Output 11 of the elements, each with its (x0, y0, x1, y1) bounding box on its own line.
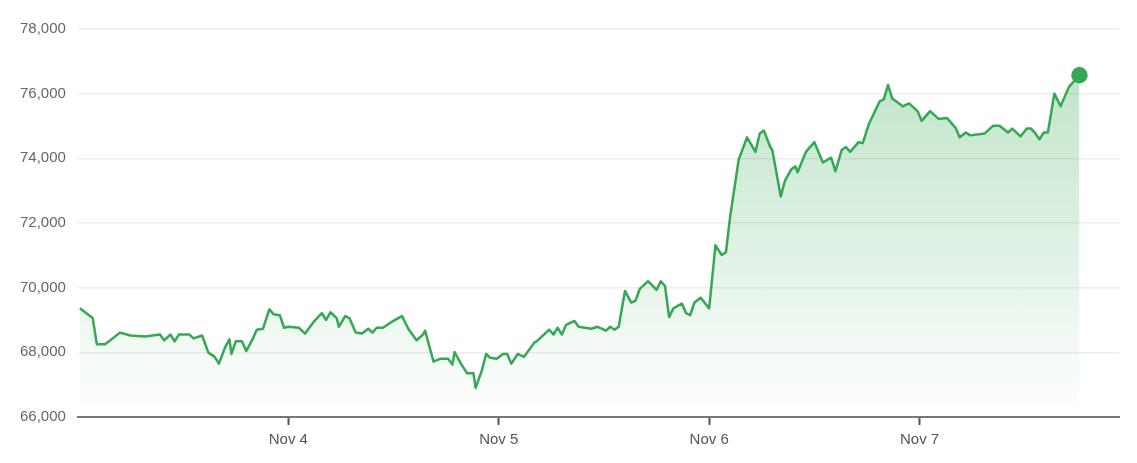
x-tick-label: Nov 4 (268, 430, 308, 448)
y-tick-label: 78,000 (19, 19, 66, 37)
y-tick-label: 72,000 (19, 213, 66, 231)
y-tick-label: 76,000 (19, 83, 66, 101)
x-tick-label: Nov 5 (479, 430, 519, 448)
y-tick-label: 66,000 (19, 407, 66, 425)
y-tick-label: 68,000 (19, 342, 66, 360)
x-tick-label: Nov 6 (689, 430, 729, 448)
y-tick-label: 70,000 (19, 277, 66, 295)
y-tick-label: 74,000 (19, 148, 66, 166)
x-tick-label: Nov 7 (900, 430, 940, 448)
